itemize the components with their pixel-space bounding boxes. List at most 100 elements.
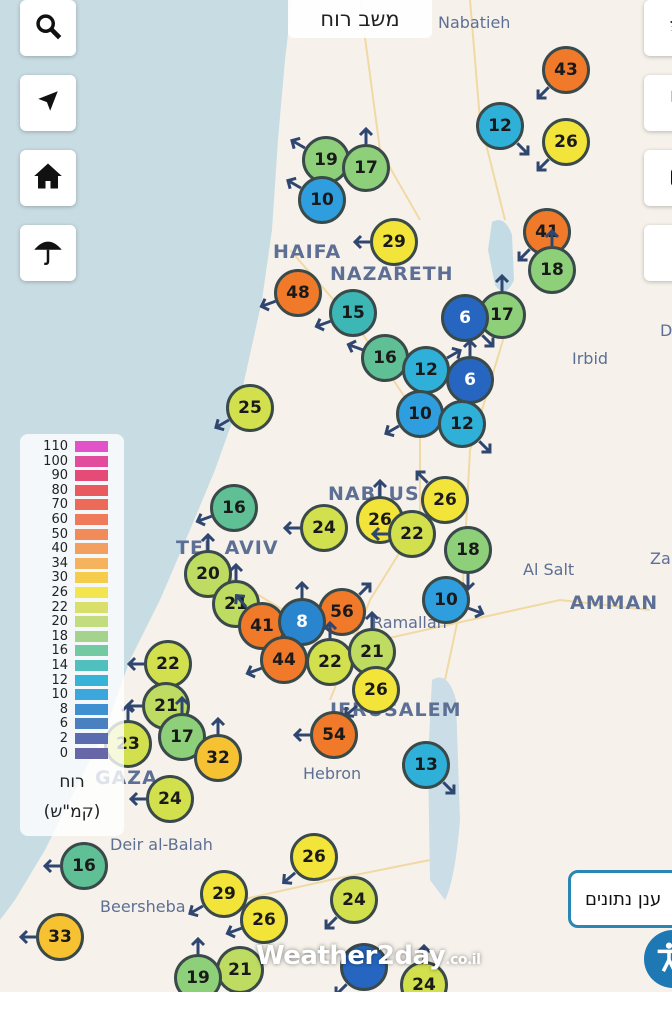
wind-station-marker[interactable]: 18 [444,526,492,574]
wind-station-marker[interactable]: 48 [274,269,322,317]
home-button[interactable] [20,150,76,206]
data-cloud-button[interactable]: ענן נתונים [568,870,672,928]
wind-station-marker[interactable]: 6 [446,356,494,404]
legend-step-swatch [75,543,108,555]
wind-station-marker[interactable]: 29 [370,218,418,266]
legend-step: 30 [20,571,124,584]
wind-station-marker[interactable]: 26 [290,833,338,881]
locate-button[interactable] [20,75,76,131]
wind-station-marker[interactable]: 16 [210,484,258,532]
legend-step-label: 16 [51,643,68,659]
wind-station-marker[interactable]: 24 [146,775,194,823]
wind-station-marker[interactable]: 32 [194,734,242,782]
wind-station-marker[interactable]: 33 [36,913,84,961]
legend-step-swatch [75,660,108,671]
wind-direction-arrow-icon [459,337,481,359]
wind-station-marker[interactable]: 10 [422,576,470,624]
wind-station-marker[interactable]: 12 [438,400,486,448]
wind-direction-arrow-icon [41,855,63,877]
wind-station-marker[interactable]: 24 [330,876,378,924]
wind-station-marker[interactable]: 29 [200,870,248,918]
legend-step-label: 22 [51,599,68,615]
wind-speed-value: 29 [382,232,406,252]
wind-station-marker[interactable]: 19 [174,954,222,992]
wind-station-marker[interactable]: 18 [528,246,576,294]
wind-station-marker[interactable]: 26 [240,896,288,944]
wind-direction-arrow-icon [283,129,313,159]
legend-step-label: 60 [51,512,68,527]
wind-station-marker[interactable]: 22 [306,638,354,686]
wind-speed-value: 8 [296,612,308,632]
wind-station-marker[interactable]: 10 [396,390,444,438]
wind-speed-value: 17 [354,158,378,178]
legend-step: 20 [20,615,124,628]
wind-station-marker[interactable]: 26 [421,476,469,524]
wind-speed-value: 33 [48,927,72,947]
legend-step-label: 14 [51,658,68,673]
fullscreen-button[interactable] [644,75,672,131]
wind-station-marker[interactable]: 15 [329,289,377,337]
wind-station-marker[interactable]: 43 [542,46,590,94]
wind-speed-value: 16 [373,348,397,368]
wind-speed-value: 17 [490,305,514,325]
wind-station-marker[interactable]: 24 [300,504,348,552]
wind-speed-value: 32 [206,748,230,768]
legend-step-label: 100 [43,453,68,469]
wind-speed-value: 26 [364,680,388,700]
legend-step: 50 [20,528,124,541]
wind-speed-value: 44 [272,650,296,670]
wind-speed-value: 48 [286,283,310,303]
locate-arrow-icon [35,88,61,118]
wind-station-marker[interactable]: 26 [542,118,590,166]
legend-step-label: 70 [51,497,68,513]
layers-button[interactable] [644,0,672,56]
wind-station-marker[interactable]: 17 [342,144,390,192]
radar-button[interactable] [644,225,672,281]
wind-speed-value: 29 [212,884,236,904]
wind-direction-arrow-icon [469,431,500,462]
wind-direction-arrow-icon [433,772,464,803]
wind-station-marker[interactable]: 10 [298,176,346,224]
wind-station-marker[interactable]: 24 [400,961,448,992]
legend-step-swatch [75,601,108,613]
legend-step-swatch [75,499,108,511]
wind-direction-arrow-icon [462,597,490,625]
wind-direction-arrow-icon [316,907,347,938]
wind-station-marker[interactable]: 26 [352,666,400,714]
legend-step-label: 40 [51,541,68,557]
wind-speed-value: 21 [228,960,252,980]
legend-step: 26 [20,586,124,599]
search-button[interactable] [20,0,76,56]
wind-speed-value: 21 [360,642,384,662]
wind-station-marker[interactable]: 12 [476,102,524,150]
home-icon [33,162,63,194]
wind-station-marker[interactable] [340,943,388,991]
wind-speed-value: 18 [456,540,480,560]
wind-speed-value: 16 [72,856,96,876]
wind-speed-value: 25 [238,398,262,418]
wind-station-marker[interactable]: 25 [226,384,274,432]
place-beersheba: Beersheba [100,897,186,916]
legend-step-swatch [75,645,108,657]
legend-step-swatch [75,747,108,759]
legend-step: 80 [20,484,124,497]
wind-station-marker[interactable]: 13 [402,741,450,789]
place-nazareth: NAZARETH [330,263,454,285]
rain-button[interactable] [20,225,76,281]
wind-station-marker[interactable]: 6 [441,294,489,342]
wind-station-marker[interactable]: 12 [402,346,450,394]
wind-direction-arrow-icon [220,917,248,945]
legend-step-swatch [75,572,108,584]
legend-step-label: 20 [51,614,68,630]
wind-station-marker[interactable]: 54 [310,711,358,759]
camera-button[interactable] [644,150,672,206]
wind-legend: 110 100 90 80 70 60 50 40 34 30 26 22 20 18 16 14 12 10 8 6… [20,434,124,836]
wind-station-marker[interactable]: 16 [60,842,108,890]
legend-step-swatch [75,455,108,467]
wind-station-marker[interactable]: 44 [260,636,308,684]
wind-station-marker[interactable]: 22 [144,640,192,688]
bottom-bar [0,992,672,1014]
legend-step: 12 [20,674,124,687]
wind-station-marker[interactable]: 20 [184,550,232,598]
wind-station-marker[interactable]: 22 [388,510,436,558]
